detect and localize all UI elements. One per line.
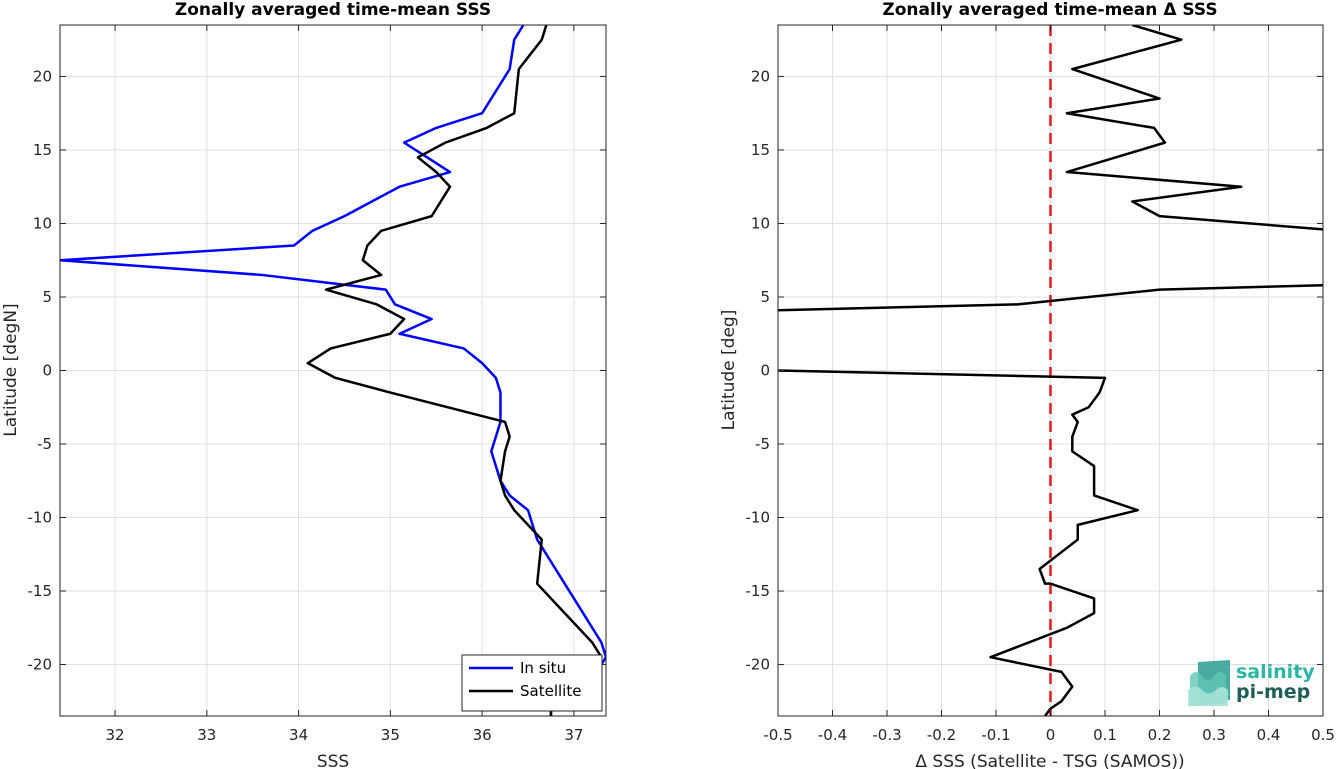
left-y-tick-label: 20 <box>33 67 52 85</box>
left-ticks: 32 33 34 35 36 37 -20 -15 -10 -5 0 5 10 15 20 <box>28 25 606 744</box>
left-x-tick-label: 36 <box>473 726 492 744</box>
right-y-tick-label: -15 <box>746 582 771 600</box>
right-chart-title: Zonally averaged time-mean Δ SSS <box>882 0 1217 20</box>
legend-label-satellite: Satellite <box>520 682 581 700</box>
legend-box <box>461 654 603 712</box>
left-x-tick-label: 33 <box>197 726 216 744</box>
left-panel: 32 33 34 35 36 37 -20 -15 -10 -5 0 5 10 15 20 Zonally … <box>1 0 607 769</box>
logo-text-pi-mep: pi-mep <box>1236 681 1310 703</box>
left-x-axis-label: SSS <box>317 752 349 769</box>
right-x-tick-label: -0.5 <box>763 726 792 744</box>
left-x-tick-label: 34 <box>289 726 308 744</box>
left-chart-title: Zonally averaged time-mean SSS <box>175 0 491 20</box>
left-x-tick-label: 35 <box>381 726 400 744</box>
legend: In situ Satellite <box>461 654 603 712</box>
right-y-axis-label: Latitude [deg] <box>719 310 739 431</box>
left-y-tick-label: 10 <box>33 214 52 232</box>
left-y-tick-label: -10 <box>28 509 53 527</box>
left-series-line-in-situ <box>60 25 606 716</box>
right-x-tick-label: 0.4 <box>1257 726 1281 744</box>
right-y-tick-label: 5 <box>760 288 770 306</box>
right-x-tick-label: -0.2 <box>927 726 956 744</box>
right-x-tick-label: 0.5 <box>1311 726 1335 744</box>
left-y-tick-label: -15 <box>28 582 53 600</box>
left-y-tick-label: 0 <box>42 362 52 380</box>
left-x-tick-label: 32 <box>106 726 125 744</box>
right-series-group <box>778 25 1323 716</box>
right-series-line-delta <box>778 25 1323 716</box>
right-y-tick-label: 15 <box>751 141 770 159</box>
left-series-line-satellite <box>306 25 603 716</box>
right-ticks: -0.5 -0.4 -0.3 -0.2 -0.1 0 0.1 0.2 0.3 0.4 0.5 -20 -… <box>746 25 1335 744</box>
right-x-axis-label: Δ SSS (Satellite - TSG (SAMOS)) <box>915 752 1184 769</box>
salinity-pi-mep-logo: salinity pi-mep <box>1188 660 1315 706</box>
salinity-waves-icon <box>1188 660 1230 706</box>
right-y-tick-label: -10 <box>746 509 771 527</box>
right-y-tick-label: 0 <box>760 362 770 380</box>
right-y-tick-label: -20 <box>746 656 771 674</box>
right-x-tick-label: -0.3 <box>872 726 901 744</box>
right-x-tick-label: 0 <box>1046 726 1056 744</box>
right-x-tick-label: -0.1 <box>981 726 1010 744</box>
logo-text-salinity: salinity <box>1236 661 1315 683</box>
left-y-tick-label: -5 <box>37 435 52 453</box>
right-y-tick-label: 10 <box>751 214 770 232</box>
left-y-tick-label: -20 <box>28 656 53 674</box>
left-y-tick-label: 15 <box>33 141 52 159</box>
right-x-tick-label: -0.4 <box>818 726 847 744</box>
right-x-tick-label: 0.3 <box>1202 726 1226 744</box>
left-x-tick-label: 37 <box>564 726 583 744</box>
left-y-tick-label: 5 <box>42 288 52 306</box>
left-series-group <box>60 25 606 716</box>
right-y-tick-label: 20 <box>751 67 770 85</box>
left-y-axis-label: Latitude [degN] <box>1 303 21 436</box>
right-x-tick-label: 0.1 <box>1093 726 1117 744</box>
right-y-tick-label: -5 <box>755 435 770 453</box>
right-x-tick-label: 0.2 <box>1148 726 1172 744</box>
right-panel: -0.5 -0.4 -0.3 -0.2 -0.1 0 0.1 0.2 0.3 0.4 0.5 -20 -… <box>719 0 1335 769</box>
legend-label-in-situ: In situ <box>520 659 566 677</box>
